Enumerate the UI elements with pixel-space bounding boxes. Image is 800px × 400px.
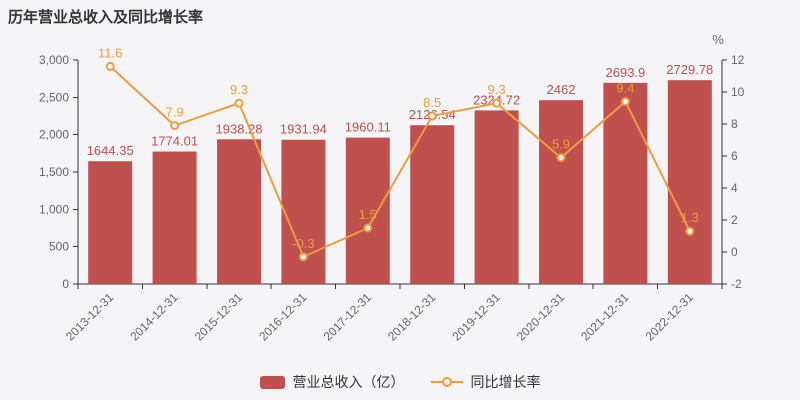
- bar[interactable]: [410, 125, 455, 284]
- y-axis-left-label: 3,000: [39, 53, 69, 67]
- x-axis-label: 2019-12-31: [449, 290, 503, 344]
- y-axis-left-label: 0: [62, 277, 69, 291]
- line-value-label: 1.5: [359, 207, 377, 222]
- bar-legend-swatch-icon: [259, 375, 285, 389]
- y-axis-left-label: 2,500: [39, 90, 69, 104]
- line-value-label: 9.3: [230, 82, 248, 97]
- bar-value-label: 1931.94: [280, 122, 327, 137]
- bar[interactable]: [217, 139, 261, 284]
- line-value-label: 5.9: [552, 137, 570, 152]
- line-value-label: 8.5: [423, 95, 441, 110]
- bar[interactable]: [539, 100, 583, 284]
- y-axis-right-label: -2: [731, 277, 742, 291]
- chart-title: 历年营业总收入及同比增长率: [8, 9, 204, 26]
- x-axis-label: 2016-12-31: [256, 290, 310, 344]
- line-point[interactable]: [363, 223, 373, 233]
- x-axis-label: 2014-12-31: [127, 290, 181, 344]
- bar-value-label: 2729.78: [666, 62, 713, 77]
- bar[interactable]: [152, 151, 197, 284]
- line-point[interactable]: [170, 121, 180, 131]
- line-value-label: 1.3: [681, 210, 699, 225]
- bar[interactable]: [603, 82, 648, 284]
- bar-value-labels: 1644.351774.011938.281931.941960.112126.…: [87, 62, 714, 158]
- line-points: [105, 61, 695, 262]
- bar[interactable]: [345, 137, 390, 284]
- x-axis-ticks: [77, 284, 723, 289]
- x-axis-label: 2018-12-31: [385, 290, 439, 344]
- bar-value-label: 1774.01: [151, 134, 198, 149]
- x-axis-label: 2015-12-31: [192, 290, 246, 344]
- bar-value-label: 2693.9: [606, 65, 646, 80]
- y-axis-right-label: 0: [731, 245, 738, 259]
- bar-value-label: 1644.35: [87, 143, 134, 158]
- line-value-label: -0.3: [292, 236, 314, 251]
- y-axis-right: -2 0 2 4 6 8 10 12: [722, 53, 745, 291]
- legend-label-revenue: 营业总收入（亿）: [292, 374, 405, 390]
- y-axis-right-label: 12: [731, 53, 745, 67]
- legend-item-growth[interactable]: 同比增长率: [430, 372, 541, 392]
- y-axis-left-label: 2,000: [39, 128, 69, 142]
- line-value-label: 11.6: [98, 45, 122, 60]
- chart-legend: 营业总收入（亿） 同比增长率: [0, 372, 800, 392]
- y-axis-right-label: 4: [731, 181, 738, 195]
- line-value-label: 9.3: [488, 82, 506, 97]
- y-axis-left-label: 1,500: [39, 165, 69, 179]
- line-point[interactable]: [492, 98, 502, 108]
- bar[interactable]: [281, 139, 326, 284]
- legend-label-growth: 同比增长率: [470, 374, 541, 390]
- x-axis-label: 2017-12-31: [321, 290, 375, 344]
- y-axis-right-label: 10: [731, 85, 745, 99]
- bar-value-label: 1938.28: [216, 121, 263, 136]
- line-value-labels: 11.6 7.9 9.3 -0.3 1.5 8.5 9.3 5.9 9.4 1.3: [98, 45, 699, 250]
- right-axis-unit: %: [712, 32, 724, 47]
- line-legend-marker-icon: [430, 376, 463, 388]
- x-axis-label: 2020-12-31: [514, 290, 568, 344]
- x-axis-label: 2021-12-31: [578, 290, 632, 344]
- y-axis-left-label: 500: [49, 240, 69, 254]
- line-point[interactable]: [685, 226, 695, 236]
- line-point[interactable]: [234, 98, 244, 108]
- growth-line: [109, 65, 691, 258]
- y-axis-right-label: 8: [731, 117, 738, 131]
- line-point[interactable]: [298, 252, 308, 262]
- chart-canvas: 0 500 1,000 1,500 2,000 2,500 3,000 -2 0 2 4 6 8 10 12…: [39, 32, 745, 344]
- y-axis-left: 0 500 1,000 1,500 2,000 2,500 3,000: [39, 53, 78, 291]
- line-value-label: 7.9: [166, 105, 184, 120]
- bar-series: [88, 80, 712, 285]
- x-axis-label: 2013-12-31: [63, 290, 117, 344]
- x-axis-label: 2022-12-31: [643, 290, 697, 344]
- y-axis-left-label: 1,000: [39, 202, 69, 216]
- line-point[interactable]: [620, 97, 630, 107]
- line-point[interactable]: [427, 111, 437, 121]
- bar-value-label: 1960.11: [345, 120, 391, 135]
- bar[interactable]: [474, 110, 519, 285]
- y-axis-right-label: 2: [731, 213, 738, 227]
- y-axis-right-label: 6: [731, 149, 738, 163]
- bar-value-label: 2462: [547, 82, 576, 97]
- bar[interactable]: [667, 80, 712, 285]
- bar[interactable]: [88, 161, 133, 284]
- line-point[interactable]: [556, 153, 566, 163]
- x-axis-labels: 2013-12-31 2014-12-31 2015-12-31 2016-12-31…: [63, 290, 696, 344]
- line-point[interactable]: [105, 61, 115, 71]
- line-value-label: 9.4: [616, 81, 634, 96]
- legend-item-revenue[interactable]: 营业总收入（亿）: [259, 372, 405, 392]
